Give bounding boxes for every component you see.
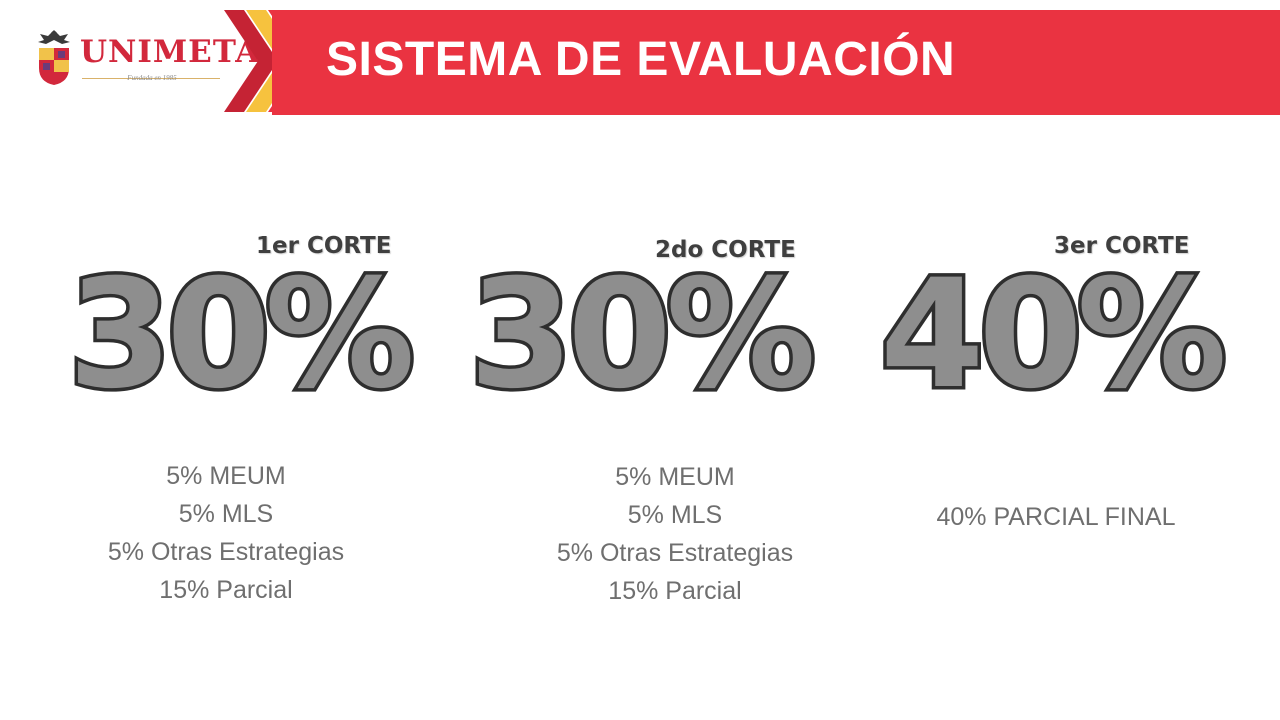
percent-text: 30% [469, 248, 812, 422]
logo-name: UNIMETA [80, 34, 261, 70]
logo-tagline: Fundada en 1985 [127, 74, 177, 82]
corte-percent: 30% [465, 245, 825, 426]
corte-item: 5% Otras Estrategias [107, 538, 345, 566]
corte-items: 40% PARCIAL FINAL [846, 498, 1266, 536]
corte-item: 15% Parcial [608, 577, 742, 605]
corte-item: 15% Parcial [159, 576, 293, 604]
corte-label: 2do CORTE [655, 237, 796, 263]
corte-items: 5% MEUM 5% MLS 5% Otras Estrategias 15% … [16, 457, 436, 609]
corte-item: 5% MLS [178, 500, 274, 528]
corte-item: 5% MEUM [615, 463, 735, 491]
corte-label: 3er CORTE [1054, 233, 1190, 259]
logo-divider [82, 78, 220, 79]
corte-items: 5% MEUM 5% MLS 5% Otras Estrategias 15% … [465, 458, 885, 610]
corte-percent: 30% [64, 245, 424, 426]
corte-column-1: 1er CORTE 30% 5% MEUM 5% MLS 5% Otras Es… [16, 0, 436, 720]
percent-text: 30% [68, 248, 411, 422]
unimeta-logo: UNIMETA Fundada en 1985 [30, 26, 259, 90]
page-title: SISTEMA DE EVALUACIÓN [326, 33, 956, 86]
corte-label: 1er CORTE [256, 233, 392, 259]
corte-item: 5% Otras Estrategias [556, 539, 794, 567]
corte-item: 5% MEUM [166, 462, 286, 490]
corte-item: 40% PARCIAL FINAL [936, 503, 1176, 531]
crest-icon [38, 30, 70, 85]
percent-text: 40% [880, 248, 1223, 422]
corte-item: 5% MLS [627, 501, 723, 529]
header-banner [272, 10, 1280, 115]
corte-column-2: 2do CORTE 30% 5% MEUM 5% MLS 5% Otras Es… [465, 0, 885, 720]
corte-percent: 40% [876, 245, 1236, 426]
corte-column-3: 3er CORTE 40% 40% PARCIAL FINAL [846, 0, 1266, 720]
